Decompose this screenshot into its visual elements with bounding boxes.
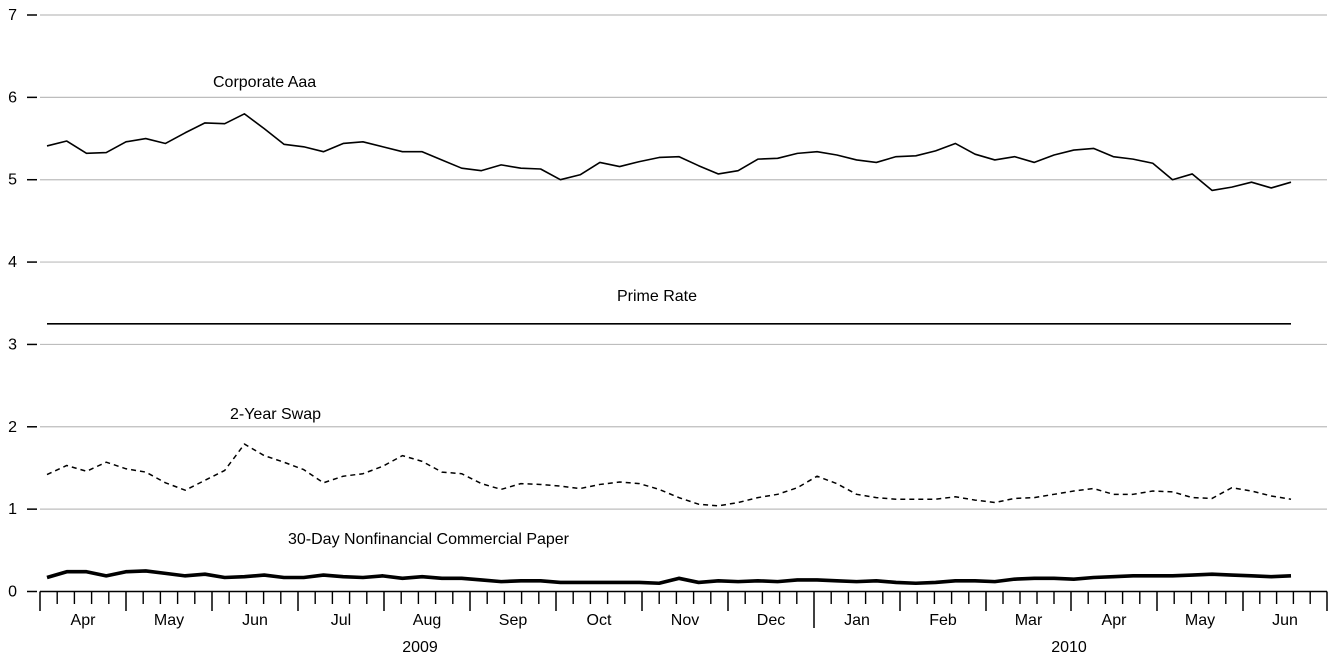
y-tick-label: 3	[8, 336, 17, 353]
y-tick-label: 4	[8, 254, 17, 271]
series-line-30-day-nonfinancial-commercial-paper	[46, 569, 1292, 586]
month-label: Oct	[587, 612, 612, 629]
series-label-corporate-aaa: Corporate Aaa	[213, 74, 316, 91]
series-label-2-year-swap: 2-Year Swap	[230, 406, 321, 423]
series-line-2-year-swap	[46, 443, 1292, 507]
month-label: May	[154, 612, 184, 629]
y-tick-label: 6	[8, 89, 17, 106]
gridlines	[40, 14, 1327, 510]
series-labels: Corporate Aaa Prime Rate 2-Year Swap 30-…	[213, 74, 697, 548]
year-label-2009: 2009	[402, 639, 438, 656]
series-label-commercial-paper: 30-Day Nonfinancial Commercial Paper	[288, 531, 570, 548]
y-tick-label: 7	[8, 7, 17, 24]
month-label: Aug	[413, 612, 441, 629]
series-line-corporate-aaa	[46, 113, 1292, 192]
series-label-prime-rate: Prime Rate	[617, 288, 697, 305]
month-label: Jul	[331, 612, 351, 629]
y-axis: 0 1 2 3 4 5 6 7	[8, 7, 37, 601]
month-label: Jun	[1272, 612, 1298, 629]
y-tick-label: 2	[8, 419, 17, 436]
month-label: Feb	[929, 612, 957, 629]
month-label: Jan	[844, 612, 870, 629]
series-lines	[46, 113, 1292, 586]
year-label-2010: 2010	[1051, 639, 1087, 656]
month-label: May	[1185, 612, 1215, 629]
month-label: Sep	[499, 612, 528, 629]
month-label: Jun	[242, 612, 268, 629]
x-axis: Apr May Jun Jul Aug Sep Oct Nov Dec Jan Feb Mar Apr M…	[39, 590, 1328, 629]
month-label: Mar	[1015, 612, 1043, 629]
y-tick-label: 1	[8, 501, 17, 518]
month-label: Dec	[757, 612, 785, 629]
month-label: Nov	[671, 612, 699, 629]
month-label: Apr	[71, 612, 97, 629]
year-labels: 2009 2010	[402, 639, 1087, 656]
month-label: Apr	[1102, 612, 1128, 629]
y-tick-label: 5	[8, 172, 17, 189]
y-tick-label: 0	[8, 584, 17, 601]
